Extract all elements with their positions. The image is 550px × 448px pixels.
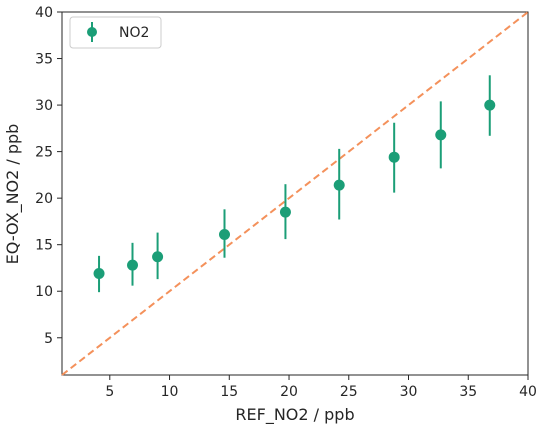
x-tick-label: 40 (519, 384, 537, 400)
y-axis-label: EQ-OX_NO2 / ppb (3, 124, 23, 265)
legend-marker (87, 27, 97, 37)
series-layer (93, 75, 496, 293)
x-tick-label: 25 (340, 384, 358, 400)
data-point (388, 151, 400, 163)
y-tick-label: 15 (35, 238, 53, 254)
reference-line-layer (61, 11, 529, 376)
reference-line (61, 11, 529, 376)
y-tick-label: 10 (35, 284, 53, 300)
data-point (484, 99, 496, 111)
data-point (279, 206, 291, 218)
y-axis: 5 10 15 20 25 30 35 40 (35, 5, 62, 347)
data-point (333, 179, 345, 191)
y-tick-label: 30 (35, 98, 53, 114)
data-point (152, 251, 164, 263)
y-tick-label: 40 (35, 5, 53, 21)
y-tick-label: 25 (35, 145, 53, 161)
x-tick-label: 5 (105, 384, 114, 400)
x-tick-label: 10 (161, 384, 179, 400)
y-tick-label: 20 (35, 191, 53, 207)
plot-frame (61, 11, 529, 376)
x-tick-label: 20 (280, 384, 298, 400)
x-tick-label: 15 (220, 384, 238, 400)
data-point (93, 268, 105, 280)
legend-label-no2: NO2 (119, 25, 149, 41)
y-tick-label: 35 (35, 52, 53, 68)
x-axis-label: REF_NO2 / ppb (235, 405, 354, 425)
y-tick-label: 5 (44, 331, 53, 347)
data-point (435, 129, 447, 141)
data-point (219, 228, 231, 240)
data-point (126, 259, 138, 271)
x-tick-label: 30 (400, 384, 418, 400)
x-tick-label: 35 (459, 384, 477, 400)
legend: NO2 (69, 16, 162, 49)
x-axis: 5 10 15 20 25 30 35 40 (105, 375, 537, 400)
